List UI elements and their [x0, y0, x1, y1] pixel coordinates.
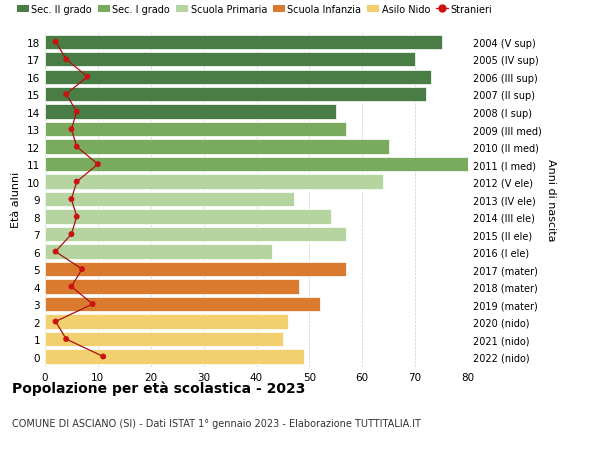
Point	[72, 213, 82, 221]
Point	[67, 196, 76, 203]
Point	[51, 318, 61, 325]
Text: Popolazione per età scolastica - 2023: Popolazione per età scolastica - 2023	[12, 381, 305, 396]
Point	[98, 353, 108, 360]
Y-axis label: Età alunni: Età alunni	[11, 172, 22, 228]
Bar	[45, 280, 299, 294]
Bar	[45, 123, 346, 137]
Point	[67, 126, 76, 134]
Point	[83, 74, 92, 81]
Bar	[45, 105, 336, 119]
Bar	[45, 35, 442, 50]
Bar	[45, 262, 346, 277]
Point	[67, 231, 76, 238]
Point	[67, 283, 76, 291]
Point	[61, 56, 71, 64]
Bar	[45, 297, 320, 312]
Point	[77, 266, 87, 273]
Bar	[45, 350, 304, 364]
Bar	[45, 70, 431, 84]
Point	[72, 109, 82, 116]
Bar	[45, 227, 346, 242]
Bar	[45, 88, 426, 102]
Bar	[45, 157, 484, 172]
Y-axis label: Anni di nascita: Anni di nascita	[545, 158, 556, 241]
Bar	[45, 315, 288, 329]
Point	[61, 336, 71, 343]
Point	[61, 91, 71, 99]
Point	[72, 179, 82, 186]
Bar	[45, 192, 293, 207]
Point	[72, 144, 82, 151]
Text: COMUNE DI ASCIANO (SI) - Dati ISTAT 1° gennaio 2023 - Elaborazione TUTTITALIA.IT: COMUNE DI ASCIANO (SI) - Dati ISTAT 1° g…	[12, 418, 421, 428]
Bar	[45, 245, 272, 259]
Bar	[45, 210, 331, 224]
Bar	[45, 175, 383, 190]
Bar	[45, 53, 415, 67]
Bar	[45, 140, 389, 155]
Point	[51, 248, 61, 256]
Point	[88, 301, 97, 308]
Legend: Sec. II grado, Sec. I grado, Scuola Primaria, Scuola Infanzia, Asilo Nido, Stran: Sec. II grado, Sec. I grado, Scuola Prim…	[17, 5, 493, 15]
Point	[93, 161, 103, 168]
Point	[51, 39, 61, 46]
Bar	[45, 332, 283, 347]
